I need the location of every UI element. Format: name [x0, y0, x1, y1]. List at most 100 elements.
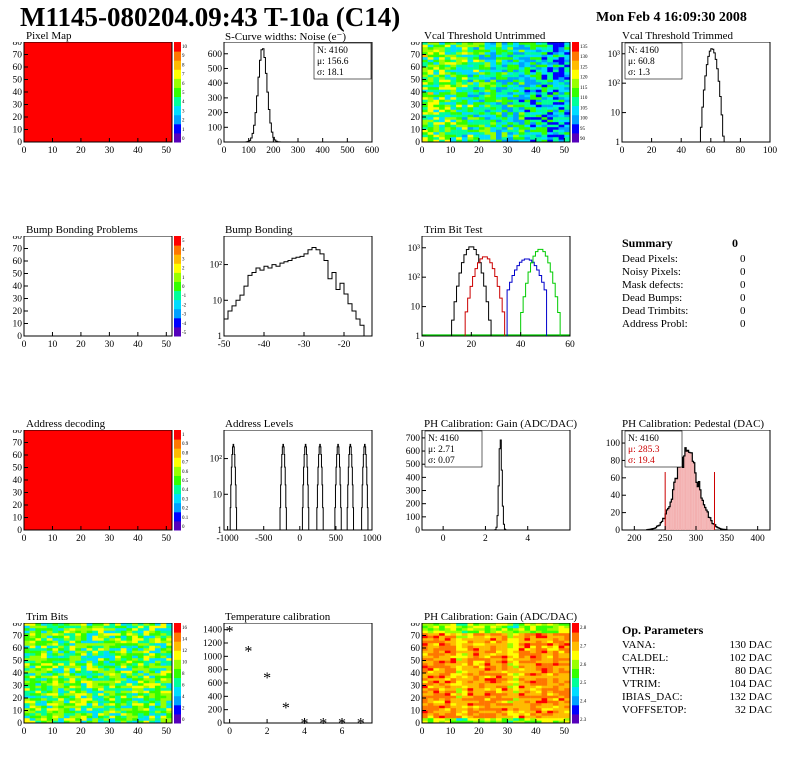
ph_gain_map-cell: [541, 653, 548, 656]
trim_bits-cell: [115, 688, 121, 691]
trim_bits-cell: [69, 680, 76, 684]
vcal_untrimmed-cell: [444, 47, 451, 50]
trim_bits-cell: [46, 678, 53, 681]
trim_bits-cell: [98, 673, 104, 676]
vcal_untrimmed-cell: [461, 137, 468, 140]
ph_gain_map-cell: [456, 658, 463, 661]
ph_gain_map-cell: [564, 638, 571, 641]
op-param-label: VANA:: [622, 639, 656, 651]
trim_bits-cell: [63, 688, 70, 691]
trim_bits-cell: [41, 645, 47, 649]
ph_gain_map-cell: [439, 633, 445, 636]
trim_bits-cell: [160, 660, 167, 664]
vcal_untrimmed-cell: [444, 104, 451, 108]
trim_bits-cell: [109, 703, 116, 706]
ph_gain_map-cell: [496, 653, 502, 656]
trim_bits-cell: [103, 658, 110, 661]
trim_bits-cell: [24, 673, 30, 676]
address-decoding-title: Address decoding: [26, 418, 106, 430]
vcal_untrimmed-cell: [456, 132, 463, 135]
vcal_untrimmed-cell: [422, 52, 428, 55]
ph_gain_map-cell: [439, 665, 445, 669]
ph_gain_map-cell: [444, 628, 451, 631]
vcal_untrimmed-cell: [518, 122, 525, 125]
trim_bits-cell: [29, 645, 36, 649]
vcal_untrimmed-cell: [450, 119, 457, 123]
ph_gain_map-cell: [433, 698, 440, 701]
vcal_untrimmed-cell: [507, 119, 514, 123]
ph_gain_map-cell: [535, 648, 542, 651]
vcal_untrimmed-cell: [507, 97, 514, 100]
vcal_untrimmed-cell: [467, 69, 474, 73]
vcal_untrimmed-cell: [530, 89, 537, 93]
vcal_untrimmed-cell: [535, 102, 542, 105]
ph_gain_map-cell: [450, 688, 457, 691]
vcal_untrimmed-cell: [535, 47, 542, 50]
trim_bits-cell: [98, 675, 104, 679]
trim_bits-cell: [80, 710, 87, 714]
ph_gain_map-cell: [507, 630, 514, 634]
vcal_untrimmed-cell: [524, 119, 531, 123]
ph_gain_map-cell: [422, 690, 428, 694]
ph_gain_map-cell: [433, 678, 440, 681]
ph_gain_map-cell: [484, 710, 491, 714]
ph-pedestal-fill-bin: [667, 508, 669, 530]
vcal_untrimmed-cell: [496, 79, 502, 83]
vcal_untrimmed-cell: [518, 62, 525, 65]
trim_bits-cell: [29, 715, 36, 719]
vcal_untrimmed-cell: [513, 139, 519, 143]
vcal_untrimmed-cell: [450, 77, 457, 80]
ph_gain_map-cell: [490, 640, 497, 644]
vcal_untrimmed-cell: [513, 119, 519, 123]
ph_gain_map-cell: [490, 650, 497, 654]
trim_bits-colorbar-swatch: [174, 677, 181, 688]
vcal_untrimmed-cell: [467, 87, 474, 90]
ph_gain_map-cell: [530, 683, 537, 686]
trim_bits-cell: [98, 708, 104, 711]
ph_gain_map-cell: [496, 665, 502, 669]
address_decoding-zaxis-label: 0.3: [182, 497, 189, 502]
vcal_untrimmed-cell: [530, 84, 537, 88]
ph_gain_map-cell: [427, 660, 434, 664]
ph_gain_map-cell: [473, 658, 480, 661]
trim_bits-cell: [29, 623, 36, 626]
trim_bits-cell: [52, 695, 59, 699]
ph_gain_map-cell: [461, 643, 468, 646]
trim_bits-cell: [86, 628, 93, 631]
vcal_untrimmed-cell: [535, 127, 542, 130]
trim_bits-cell: [149, 650, 156, 654]
ph_gain_map-cell: [535, 633, 542, 636]
pixel_map-zaxis-label: 1: [182, 128, 185, 133]
trim_bits-cell: [120, 655, 127, 659]
ph_gain_map-cell: [422, 688, 428, 691]
vcal_untrimmed-cell: [473, 89, 480, 93]
ph_gain_map-cell: [518, 633, 525, 636]
pixel_map-xtick-label: 30: [105, 146, 115, 156]
ph_gain_map-cell: [490, 653, 497, 656]
pixel_map-ytick-label: 30: [13, 101, 23, 111]
ph_gain_map-cell: [484, 673, 491, 676]
ph_gain_map-cell: [427, 688, 434, 691]
ph_gain_map-cell: [541, 625, 548, 629]
vcal_untrimmed-cell: [490, 97, 497, 100]
ph_gain_map-cell: [513, 710, 519, 714]
vcal_untrimmed-cell: [473, 97, 480, 100]
vcal_untrimmed-cell: [473, 94, 480, 98]
vcal_untrimmed-cell: [518, 139, 525, 143]
vcal_untrimmed-cell: [564, 79, 571, 83]
trim_bits-cell: [103, 710, 110, 714]
ph_gain_map-cell: [513, 673, 519, 676]
ph_gain_map-cell: [513, 638, 519, 641]
ph_gain_map-cell: [427, 658, 434, 661]
vcal_untrimmed-cell: [478, 112, 485, 115]
ph_gain_map-cell: [513, 705, 519, 709]
ph_gain_map-cell: [547, 670, 554, 674]
vcal_untrimmed-cell: [456, 89, 463, 93]
trim_bits-cell: [92, 653, 99, 656]
pixel_map-xtick-label: 50: [162, 146, 172, 156]
ph_gain_map-cell: [496, 698, 502, 701]
vcal_untrimmed-cell: [427, 139, 434, 143]
trim_bits-cell: [149, 660, 156, 664]
ph_gain_map-cell: [558, 675, 565, 679]
ph_gain_map-cell: [552, 665, 559, 669]
